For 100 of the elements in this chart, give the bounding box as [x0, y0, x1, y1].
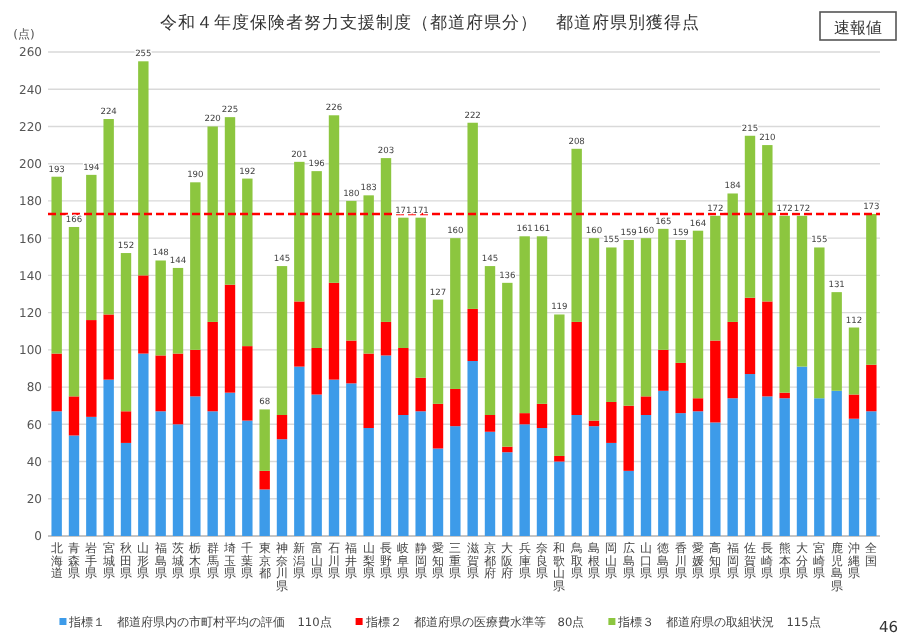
bar — [311, 394, 322, 536]
bar — [363, 428, 374, 536]
bar — [484, 415, 496, 432]
bar — [658, 390, 669, 536]
bar — [762, 301, 773, 397]
bar — [502, 446, 513, 453]
bar — [138, 275, 149, 354]
bar — [120, 442, 132, 536]
text: 速報値 — [834, 19, 882, 37]
bar — [814, 247, 825, 399]
bar — [276, 415, 288, 440]
bar — [831, 292, 842, 391]
bar — [831, 390, 842, 536]
bar — [207, 321, 218, 412]
bar — [51, 176, 62, 354]
bar — [554, 461, 565, 536]
bar — [432, 403, 444, 449]
bar — [398, 415, 409, 536]
bar — [103, 119, 114, 315]
bar — [68, 435, 80, 536]
bar — [779, 398, 790, 536]
bar — [346, 383, 357, 536]
bar — [328, 115, 340, 283]
bar — [120, 253, 132, 412]
bar — [762, 396, 773, 536]
bar — [536, 428, 548, 536]
bar — [588, 426, 600, 536]
bar — [848, 394, 860, 419]
bar — [86, 174, 97, 321]
bar — [606, 401, 617, 443]
bar — [328, 282, 340, 380]
bar — [450, 426, 461, 536]
bar — [744, 297, 756, 375]
bar — [155, 260, 166, 356]
bar — [242, 420, 253, 536]
bar — [623, 240, 634, 406]
bar — [120, 411, 132, 443]
bar — [380, 321, 392, 356]
bar — [259, 489, 270, 536]
bar — [398, 347, 409, 415]
bar — [415, 411, 426, 536]
bar — [363, 353, 374, 429]
bar — [727, 193, 738, 322]
bar — [224, 117, 236, 285]
bar — [450, 238, 461, 389]
bar — [467, 122, 478, 309]
bar — [675, 413, 686, 536]
bar — [571, 148, 582, 322]
bar — [294, 301, 305, 367]
bar — [727, 398, 738, 536]
bar — [224, 392, 236, 536]
bar — [692, 411, 704, 536]
bar — [103, 314, 114, 380]
bar — [190, 349, 201, 397]
bar — [623, 470, 634, 536]
bar — [276, 439, 288, 536]
bar — [311, 347, 322, 395]
bar — [86, 416, 97, 536]
bar — [848, 418, 860, 536]
bar — [502, 282, 513, 447]
bar — [675, 362, 686, 414]
bar — [346, 200, 357, 341]
bar — [536, 403, 548, 429]
bar — [727, 321, 738, 399]
bar — [380, 355, 392, 536]
bar — [779, 215, 790, 393]
bar — [848, 327, 860, 395]
bar — [866, 213, 877, 365]
bar — [259, 470, 270, 490]
bar — [346, 340, 357, 384]
bar — [242, 178, 253, 347]
bar — [51, 353, 62, 412]
bar — [242, 346, 253, 421]
bar — [710, 215, 721, 341]
bar — [155, 355, 166, 412]
bar — [138, 61, 149, 276]
bar — [172, 353, 184, 425]
bar — [380, 158, 392, 322]
bar — [172, 424, 184, 536]
bar — [259, 409, 270, 471]
bar — [415, 377, 426, 412]
bar — [814, 398, 825, 536]
bar — [554, 455, 565, 462]
bar — [432, 299, 444, 404]
bar — [432, 448, 444, 536]
bar — [640, 415, 652, 536]
bar — [224, 284, 236, 393]
bar — [415, 217, 426, 378]
bar — [294, 161, 305, 302]
bar — [207, 411, 218, 536]
bar — [276, 266, 288, 415]
bar — [519, 236, 530, 414]
bar — [172, 267, 184, 354]
bar — [588, 238, 600, 421]
bar — [866, 411, 877, 536]
bar — [692, 230, 704, 399]
bar — [450, 388, 461, 427]
bar — [640, 238, 652, 397]
bar — [796, 215, 808, 367]
bar — [606, 247, 617, 402]
